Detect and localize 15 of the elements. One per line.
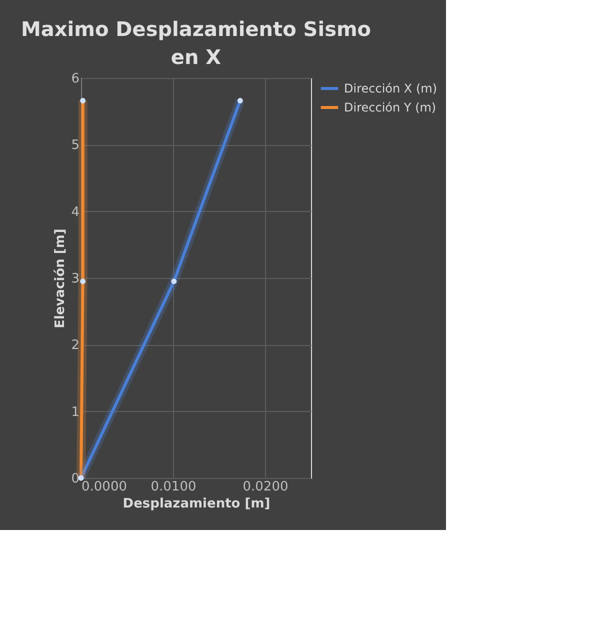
- x-tick-label: 0.0000: [82, 480, 127, 494]
- chart-title: Maximo Desplazamiento Sismo en X: [20, 17, 372, 69]
- y-tick-label: 1: [71, 404, 80, 420]
- y-tick-label: 0: [71, 472, 80, 486]
- y-tick-label: 3: [71, 272, 80, 286]
- x-axis-title: Desplazamiento [m]: [122, 496, 270, 512]
- legend-label: Dirección Y (m): [344, 100, 436, 114]
- x-tick-label: 0.0200: [242, 480, 288, 494]
- y-tick-label: 5: [71, 138, 80, 154]
- y-tick-label: 6: [71, 72, 80, 86]
- y-axis-title: Elevación [m]: [53, 228, 68, 328]
- y-tick-label: 2: [71, 338, 80, 354]
- legend-label: Dirección X (m): [344, 82, 438, 96]
- x-tick-label: 0.0100: [150, 480, 196, 494]
- y-tick-label: 4: [71, 204, 80, 220]
